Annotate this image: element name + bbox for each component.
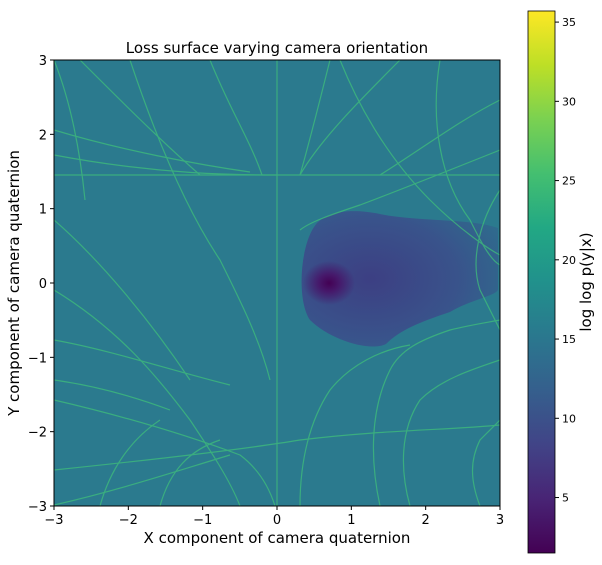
x-tick-label: 1: [347, 513, 355, 528]
y-tick-label: 0: [39, 277, 47, 292]
chart-title: Loss surface varying camera orientation: [126, 39, 428, 57]
x-tick-label: −3: [44, 513, 63, 528]
colorbar-tick-label: 35: [562, 16, 576, 29]
global-minimum-glow: [303, 261, 356, 305]
y-axis: 3 2 1 0 −1 −2 −3: [28, 54, 54, 515]
y-axis-label: Y component of camera quaternion: [5, 150, 23, 417]
colorbar-tick-label: 5: [562, 492, 569, 505]
x-tick-label: 0: [273, 513, 281, 528]
y-tick-label: 3: [39, 54, 47, 69]
x-tick-label: 3: [496, 513, 504, 528]
colorbar-tick-label: 20: [562, 254, 576, 267]
y-tick-label: 2: [39, 128, 47, 143]
colorbar-tick-label: 15: [562, 333, 576, 346]
colorbar-tick-label: 30: [562, 95, 576, 108]
plot-area: [54, 60, 500, 506]
y-tick-label: 1: [39, 203, 47, 218]
y-tick-label: −2: [28, 426, 47, 441]
x-axis-label: X component of camera quaternion: [144, 529, 411, 547]
colorbar-label: log log p(y|x): [577, 232, 595, 331]
y-tick-label: −3: [28, 500, 47, 515]
colorbar-tick-label: 10: [562, 412, 576, 425]
x-tick-label: −1: [193, 513, 212, 528]
x-tick-label: 2: [422, 513, 430, 528]
colorbar: [527, 10, 556, 554]
ridge-curves: [54, 60, 500, 506]
y-tick-label: −1: [28, 351, 47, 366]
x-axis: −3 −2 −1 0 1 2 3: [44, 506, 504, 528]
x-tick-label: −2: [119, 513, 138, 528]
colorbar-tick-label: 25: [562, 175, 576, 188]
colorbar-ticks: 35 30 25 20 15 10 5: [555, 16, 576, 505]
low-loss-basin: [301, 211, 498, 347]
